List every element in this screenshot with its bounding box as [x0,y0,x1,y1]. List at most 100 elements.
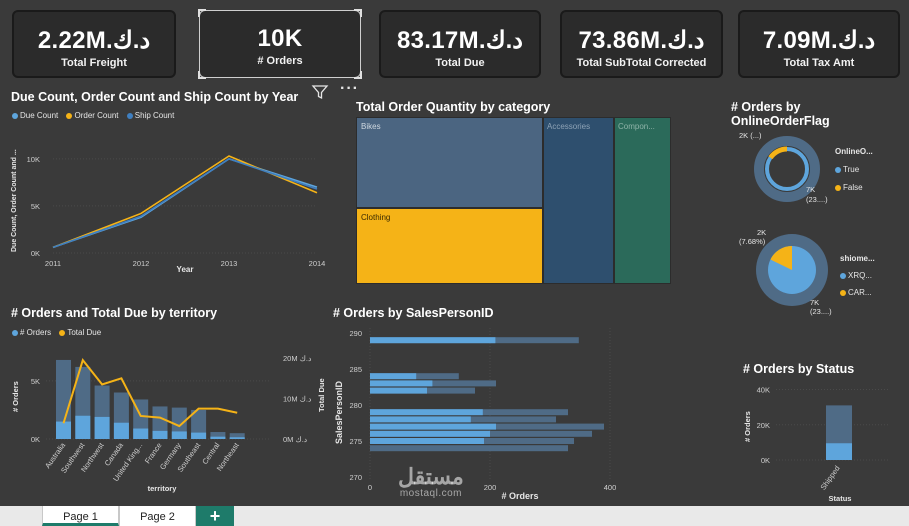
bar-highlight [826,443,852,460]
selection-handle[interactable] [354,9,362,17]
y-axis-title: # Orders [11,381,20,412]
bar-highlight [152,430,168,439]
bar-highlight [370,430,490,437]
filter-icon[interactable] [311,85,329,100]
y-tick-label: 0K [31,435,40,444]
tab-page-2[interactable]: Page 2 [119,506,196,526]
status-chart[interactable]: 0K 20K 40K Shipped Status # Orders [740,378,900,503]
tile-label: Accessories [547,122,591,131]
legend-item[interactable]: Order Count [66,111,119,120]
y-tick-label: 10K [27,155,40,164]
y-tick-label: 20K [757,421,770,430]
y-axis-title: Due Count, Order Count and ... [11,149,18,252]
bar-highlight [94,416,110,439]
y-tick-label: 275 [349,437,362,446]
selection-handle[interactable] [198,71,206,79]
y-axis-title: # Orders [743,411,752,442]
watermark-logo: مستقل mostaql.com [398,466,464,500]
tile-label: Compon... [618,122,655,131]
line-chart[interactable]: 0K 5K 10K 2011 2012 2013 2014 Year Due Count, Or… [0,120,330,280]
donut-title-line2: OnlineOrderFlag [731,114,830,128]
x-tick-label: 2011 [45,259,61,268]
y2-tick-label: 20M د.ك [283,354,312,363]
treemap-tile-bikes[interactable]: Bikes [356,117,543,208]
legend-label: Order Count [74,111,119,120]
legend-item[interactable]: Total Due [59,328,101,337]
bar-highlight [171,431,187,439]
bar-highlight [75,415,91,439]
selection-handle[interactable] [354,71,362,79]
salesperson-chart[interactable]: 270 275 280 285 290 0 200 400 # Orders SalesPerso… [330,322,670,502]
x-tick-label: 2014 [309,259,326,268]
donut-label-large-2: (23....) [806,195,828,204]
bar-total [370,445,568,452]
territory-legend: # Orders Total Due [12,328,107,337]
legend-item[interactable]: CAR... [840,284,875,301]
donut-legend: OnlineO... True False [835,143,873,197]
bar-highlight [370,409,483,416]
legend-title: OnlineO... [835,147,873,156]
y-tick-label: 290 [349,329,362,338]
bar-highlight [370,438,484,444]
bar-highlight [370,337,496,344]
treemap-tile-clothing[interactable]: Clothing [356,208,543,284]
y-tick-label: 5K [31,202,40,211]
x-tick-label: 400 [604,483,617,492]
legend-item[interactable]: Due Count [12,111,58,120]
y-tick-label: 0K [31,249,40,258]
legend-item[interactable]: True [835,161,873,179]
kpi-card-total-due[interactable]: 83.17M.د.ك Total Due [379,10,541,78]
tab-page-1[interactable]: Page 1 [42,506,119,526]
kpi-label: # Orders [257,55,303,67]
legend-item[interactable]: Ship Count [126,111,174,120]
x-tick-label: Shipped [818,464,841,492]
y2-tick-label: 10M د.ك [283,395,312,404]
salesperson-chart-title: # Orders by SalesPersonID [333,306,494,320]
line-chart-title: Due Count, Order Count and Ship Count by… [11,90,299,104]
pie-legend: shiome... XRQ... CAR... [840,250,875,301]
donut-label-small: 2K (...) [739,131,762,140]
page-tab-bar: Page 1 Page 2 + [0,506,909,526]
legend-item[interactable]: XRQ... [840,267,875,284]
y-tick-label: 0K [761,456,770,465]
pie-slice-car [770,246,792,270]
y2-axis-title: Total Due [317,378,326,412]
legend-label: False [843,183,863,192]
treemap[interactable]: Bikes Clothing Accessories Compon... [356,117,671,284]
bar-highlight [229,437,245,439]
legend-label: True [843,165,860,174]
y-tick-label: 5K [31,377,40,386]
x-axis-title: Status [829,494,852,503]
legend-label: Due Count [20,111,59,120]
kpi-card-total-freight[interactable]: 2.22M.د.ك Total Freight [12,10,176,78]
pie-label-large-2: (23....) [810,307,832,316]
territory-chart[interactable]: 0K 5K 0M د.ك 10M د.ك 20M د.ك # Orders Total Du… [0,336,330,506]
territory-chart-title: # Orders and Total Due by territory [11,306,218,320]
bar-highlight [56,421,71,439]
status-chart-title: # Orders by Status [743,362,855,376]
kpi-card-orders[interactable]: 10K # Orders [198,9,362,79]
legend-item[interactable]: False [835,179,873,197]
x-axis-title: Year [177,265,194,274]
ship-method-pie[interactable] [752,230,832,310]
kpi-card-total-tax[interactable]: 7.09M.د.ك Total Tax Amt [738,10,900,78]
x-tick-label: 2013 [221,259,238,268]
kpi-value: 73.86M.د.ك [578,27,705,54]
x-tick-label: 200 [484,483,497,492]
kpi-label: Total SubTotal Corrected [576,57,707,69]
more-options-icon[interactable]: ··· [340,80,359,97]
legend-title: shiome... [840,254,875,263]
treemap-tile-components[interactable]: Compon... [614,117,671,284]
kpi-label: Total Due [435,57,485,69]
legend-item[interactable]: # Orders [12,328,51,337]
pie-label-large-1: 7K [810,298,820,307]
series-line-ship-count [52,157,318,249]
online-order-donut[interactable] [752,134,822,204]
bar-highlight [370,373,417,380]
y-axis-title: SalesPersonID [334,380,344,444]
treemap-tile-accessories[interactable]: Accessories [543,117,614,284]
kpi-card-total-subtotal[interactable]: 73.86M.د.ك Total SubTotal Corrected [560,10,723,78]
y-tick-label: 270 [349,473,362,482]
selection-handle[interactable] [198,9,206,17]
add-page-button[interactable]: + [196,506,234,526]
